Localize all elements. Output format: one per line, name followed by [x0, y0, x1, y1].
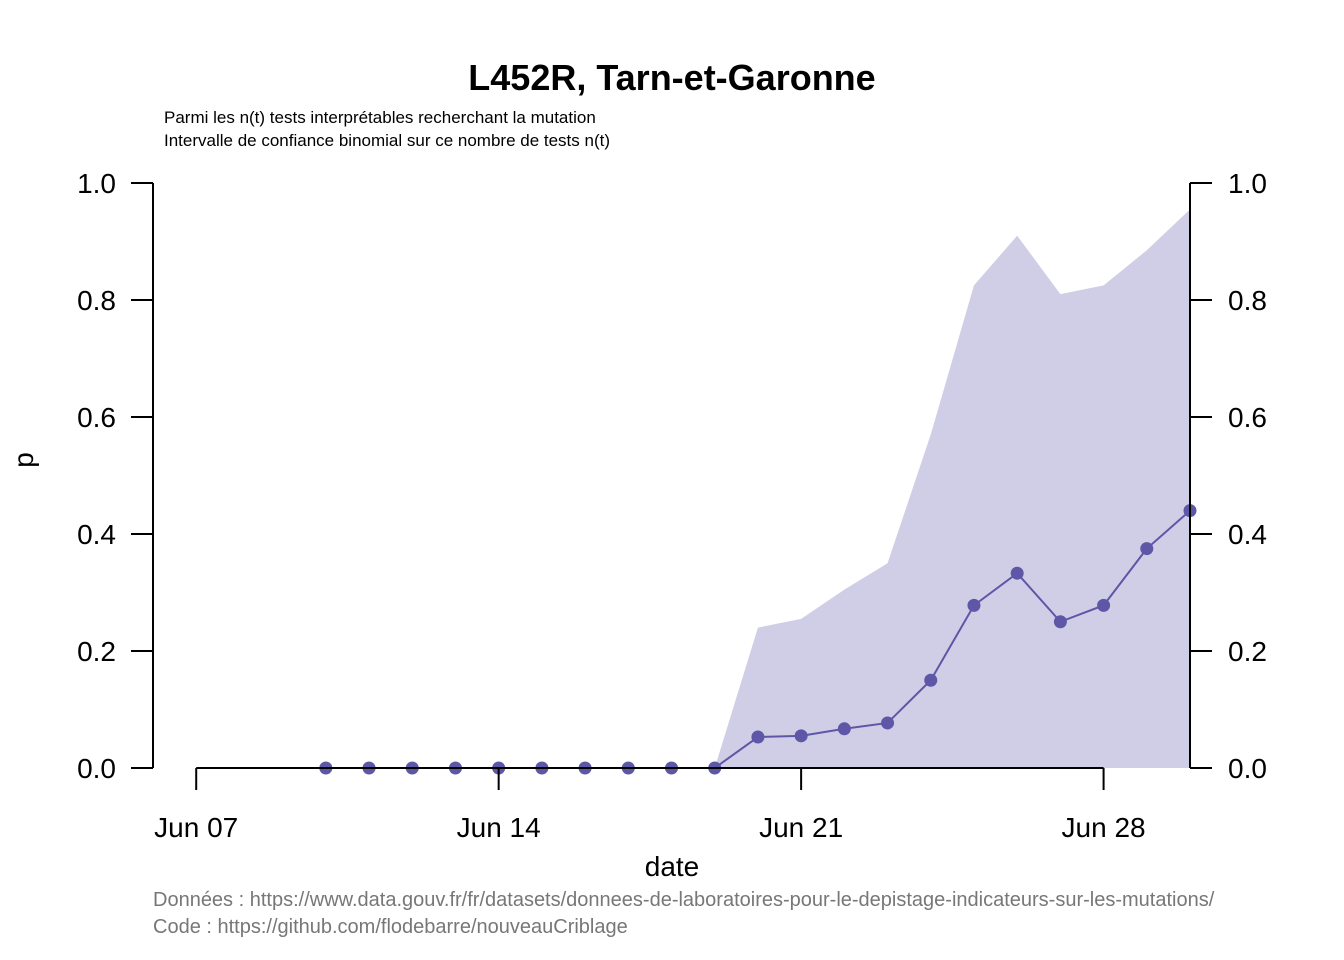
x-tick-label: Jun 21	[759, 812, 843, 843]
chart-subtitle-line-1: Parmi les n(t) tests interprétables rech…	[164, 108, 596, 127]
y-tick-label-left: 0.8	[77, 285, 116, 316]
data-point	[1053, 615, 1067, 629]
y-tick-label-left: 0.2	[77, 636, 116, 667]
y-tick-label-left: 0.0	[77, 753, 116, 784]
source-data-line: Données : https://www.data.gouv.fr/fr/da…	[153, 889, 1215, 911]
axes-layer: 0.0 0.0 0.2 0.2 0.4 0.4 0.6 0.6 0.8 0.8 1.0 1.0 Jun …	[77, 168, 1267, 843]
source-code-line: Code : https://github.com/flodebarre/nou…	[153, 916, 628, 938]
data-point	[794, 729, 808, 743]
y-tick-label-right: 0.0	[1228, 753, 1267, 784]
x-axis-title: date	[645, 851, 700, 882]
y-tick-label-left: 0.4	[77, 519, 116, 550]
y-tick-label-right: 0.6	[1228, 402, 1267, 433]
data-point	[751, 730, 765, 744]
data-point	[881, 716, 895, 730]
data-point	[837, 722, 851, 736]
confidence-band-layer	[325, 209, 1191, 768]
data-point	[967, 598, 981, 612]
data-point	[1010, 566, 1024, 580]
x-tick-label: Jun 28	[1062, 812, 1146, 843]
data-point	[1097, 598, 1111, 612]
chart-subtitle-line-2: Intervalle de confiance binomial sur ce …	[164, 131, 610, 150]
y-tick-label-left: 1.0	[77, 168, 116, 199]
y-tick-label-left: 0.6	[77, 402, 116, 433]
data-point	[1140, 542, 1154, 556]
y-axis-title: p	[8, 452, 39, 468]
chart-title: L452R, Tarn-et-Garonne	[468, 57, 875, 98]
y-tick-label-right: 1.0	[1228, 168, 1267, 199]
y-tick-label-right: 0.2	[1228, 636, 1267, 667]
x-tick-label: Jun 07	[154, 812, 238, 843]
x-tick-label: Jun 14	[457, 812, 541, 843]
y-tick-label-right: 0.4	[1228, 519, 1267, 550]
confidence-band	[325, 209, 1191, 768]
data-point	[924, 673, 938, 687]
y-tick-label-right: 0.8	[1228, 285, 1267, 316]
